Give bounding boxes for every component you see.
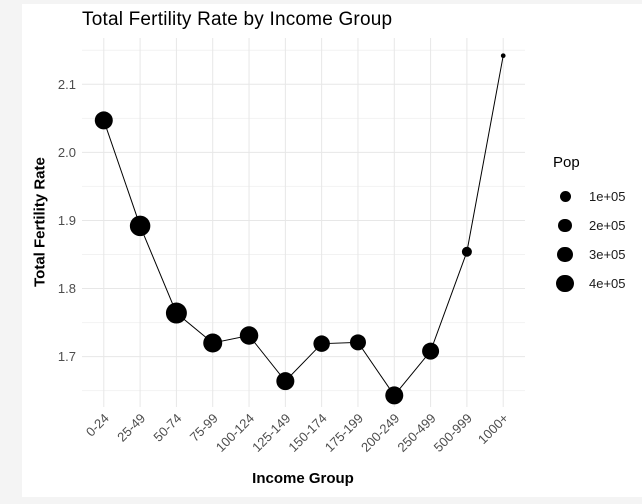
data-point	[313, 335, 330, 352]
legend-dot-cell	[551, 246, 579, 263]
data-line	[103, 55, 504, 397]
size-dot-icon	[557, 246, 573, 263]
data-point	[239, 326, 259, 345]
data-point	[203, 333, 223, 353]
x-tick-label: 75-99	[187, 411, 221, 445]
legend-dot-cell	[551, 274, 579, 293]
data-point	[349, 334, 366, 351]
legend-item: 3e+05	[551, 240, 641, 269]
x-tick-label: 1000+	[475, 411, 511, 447]
data-point	[276, 372, 295, 391]
x-tick-label: 0-24	[83, 411, 112, 440]
y-tick-label: 2.1	[58, 77, 76, 92]
x-tick-label: 200-249	[358, 411, 402, 455]
data-point	[385, 386, 404, 405]
y-tick-label: 1.7	[58, 349, 76, 364]
x-tick-label: 500-999	[431, 411, 475, 455]
x-tick-label: 250-499	[394, 411, 438, 455]
data-point	[500, 53, 506, 59]
size-dot-icon	[558, 218, 572, 233]
legend-item-label: 2e+05	[589, 218, 626, 233]
x-tick-label: 150-174	[285, 411, 329, 455]
legend-item-label: 1e+05	[589, 189, 626, 204]
x-axis-title: Income Group	[252, 470, 354, 487]
size-dot-icon	[556, 274, 574, 293]
data-point	[422, 342, 440, 360]
data-point	[461, 246, 472, 257]
x-tick-label: 25-49	[114, 411, 148, 445]
size-dot-icon	[559, 191, 571, 202]
y-axis-title: Total Fertility Rate	[31, 157, 49, 287]
chart-title: Total Fertility Rate by Income Group	[82, 9, 393, 30]
legend-title: Pop	[553, 154, 580, 171]
legend-item: 4e+05	[551, 269, 641, 298]
data-point	[165, 302, 187, 324]
x-tick-label: 175-199	[322, 411, 366, 455]
legend-item-label: 4e+05	[589, 276, 626, 291]
legend-dot-cell	[551, 191, 579, 202]
x-tick-label: 100-124	[213, 411, 257, 455]
data-point	[129, 215, 151, 237]
legend-item: 1e+05	[551, 182, 641, 211]
legend-item-label: 3e+05	[589, 247, 626, 262]
y-tick-label: 1.8	[58, 281, 76, 296]
plot-figure-background	[22, 4, 642, 497]
legend-dot-cell	[551, 218, 579, 233]
x-tick-label: 125-149	[249, 411, 293, 455]
x-tick-label: 50-74	[150, 411, 184, 445]
y-tick-label: 2.0	[58, 145, 76, 160]
legend: Pop 1e+05 2e+05 3e+05 4e+05	[551, 154, 641, 298]
legend-item: 2e+05	[551, 211, 641, 240]
y-tick-label: 1.9	[58, 213, 76, 228]
data-point	[94, 111, 113, 130]
